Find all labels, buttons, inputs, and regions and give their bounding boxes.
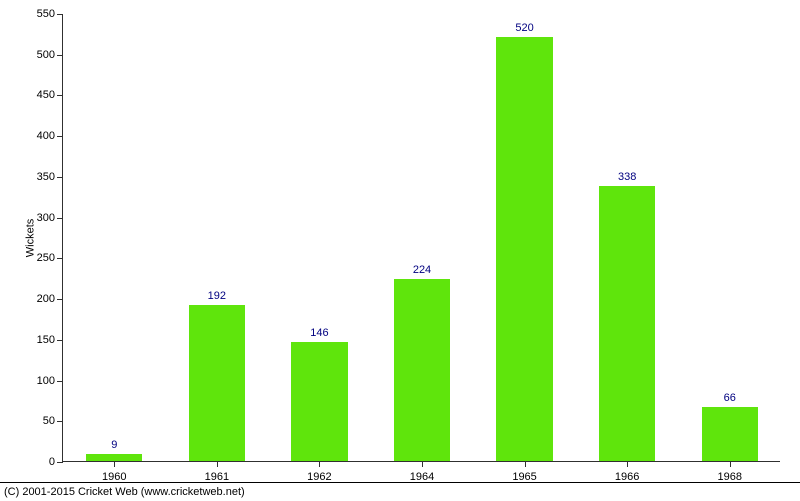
y-tick-label: 450: [19, 89, 55, 101]
bar-value-label: 192: [208, 290, 226, 302]
chart-container: Wickets Year 050100150200250300350400450…: [0, 0, 800, 500]
y-tick: [57, 136, 63, 137]
y-tick-label: 400: [19, 130, 55, 142]
y-tick: [57, 55, 63, 56]
x-tick: [114, 461, 115, 467]
y-tick: [57, 258, 63, 259]
bar-value-label: 338: [618, 171, 636, 183]
y-tick-label: 550: [19, 8, 55, 20]
bar-value-label: 66: [724, 392, 736, 404]
x-tick: [730, 461, 731, 467]
bar: [86, 454, 142, 461]
bar: [189, 305, 245, 461]
x-tick: [627, 461, 628, 467]
bar: [599, 186, 655, 461]
x-tick: [525, 461, 526, 467]
bar-value-label: 520: [515, 22, 533, 34]
y-tick-label: 100: [19, 375, 55, 387]
y-tick: [57, 421, 63, 422]
bar: [394, 279, 450, 461]
y-tick-label: 350: [19, 171, 55, 183]
y-tick: [57, 299, 63, 300]
y-tick-label: 50: [19, 415, 55, 427]
y-tick-label: 500: [19, 49, 55, 61]
y-tick: [57, 14, 63, 15]
bar: [702, 407, 758, 461]
x-tick: [217, 461, 218, 467]
y-axis-title: Wickets: [24, 218, 36, 257]
y-tick: [57, 381, 63, 382]
x-tick: [422, 461, 423, 467]
y-tick-label: 250: [19, 252, 55, 264]
y-tick: [57, 340, 63, 341]
bar-value-label: 146: [310, 327, 328, 339]
y-tick-label: 150: [19, 334, 55, 346]
plot-area: Wickets Year 050100150200250300350400450…: [62, 14, 780, 462]
y-tick: [57, 95, 63, 96]
y-tick: [57, 218, 63, 219]
bar-value-label: 224: [413, 264, 431, 276]
y-tick: [57, 177, 63, 178]
bar: [291, 342, 347, 461]
bar-value-label: 9: [111, 439, 117, 451]
y-tick-label: 0: [19, 456, 55, 468]
bar: [496, 37, 552, 461]
y-tick-label: 200: [19, 293, 55, 305]
footer-copyright: (C) 2001-2015 Cricket Web (www.cricketwe…: [0, 482, 800, 500]
y-tick-label: 300: [19, 212, 55, 224]
x-tick: [319, 461, 320, 467]
y-tick: [57, 462, 63, 463]
